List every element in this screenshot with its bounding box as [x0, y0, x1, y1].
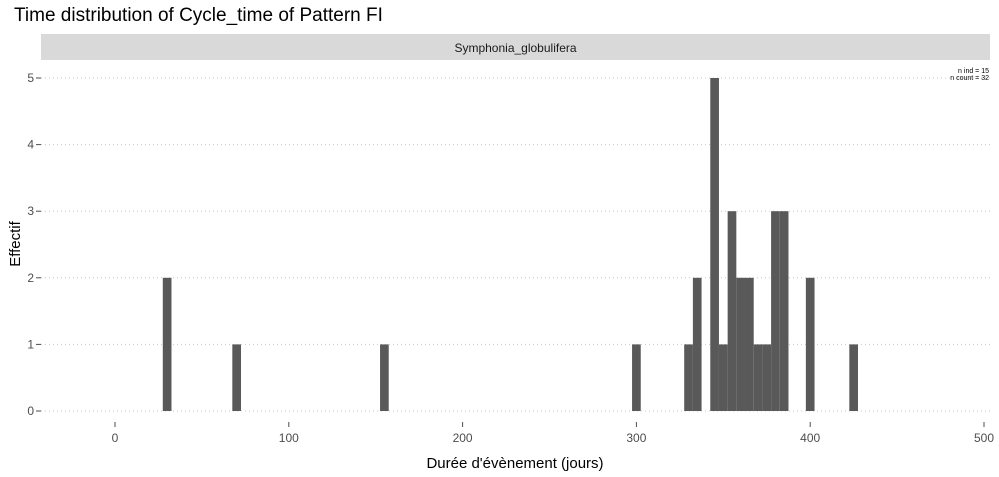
histogram-bar: [762, 344, 772, 411]
histogram-bar: [632, 344, 641, 411]
x-axis-title: Durée d'évènement (jours): [426, 455, 603, 472]
histogram-bar: [162, 277, 172, 411]
x-tick-label: 200: [453, 431, 473, 445]
y-tick-label: 4: [27, 138, 34, 152]
histogram-bar: [771, 211, 780, 411]
bars: [162, 78, 858, 411]
histogram-bar: [849, 344, 858, 411]
grid-lines: [41, 77, 990, 412]
y-axis-title: Effectif: [7, 220, 24, 266]
y-tick-label: 1: [27, 337, 34, 351]
histogram-bar: [745, 277, 754, 411]
annotation-n-count: n count = 32: [950, 75, 989, 82]
histogram-bar: [727, 211, 737, 411]
x-tick-label: 300: [626, 431, 646, 445]
histogram-bar: [718, 344, 728, 411]
x-tick-label: 0: [112, 431, 119, 445]
histogram-bar: [779, 211, 789, 411]
histogram-bar: [736, 277, 746, 411]
histogram-bar: [380, 344, 389, 411]
histogram-bar: [684, 344, 693, 411]
y-tick-label: 3: [27, 204, 34, 218]
x-tick-label: 100: [279, 431, 299, 445]
histogram-bar: [232, 344, 242, 411]
y-tick-label: 2: [27, 271, 34, 285]
y-tick-label: 0: [27, 404, 34, 418]
chart-title: Time distribution of Cycle_time of Patte…: [14, 5, 383, 26]
x-tick-label: 400: [800, 431, 820, 445]
y-tick-label: 5: [27, 71, 34, 85]
histogram-bar: [753, 344, 763, 411]
histogram-bar: [805, 277, 815, 411]
x-axis-ticks: 0 100 200 300 400 500: [112, 422, 994, 445]
y-axis-ticks: 0 1 2 3 4 5: [27, 71, 41, 418]
x-tick-label: 500: [974, 431, 994, 445]
histogram-bar: [710, 78, 719, 411]
facet-strip-label: Symphonia_globulifera: [454, 41, 576, 55]
histogram-bar: [692, 277, 702, 411]
facet-strip: [41, 34, 990, 60]
annotation-n-ind: n ind = 15: [958, 68, 989, 75]
